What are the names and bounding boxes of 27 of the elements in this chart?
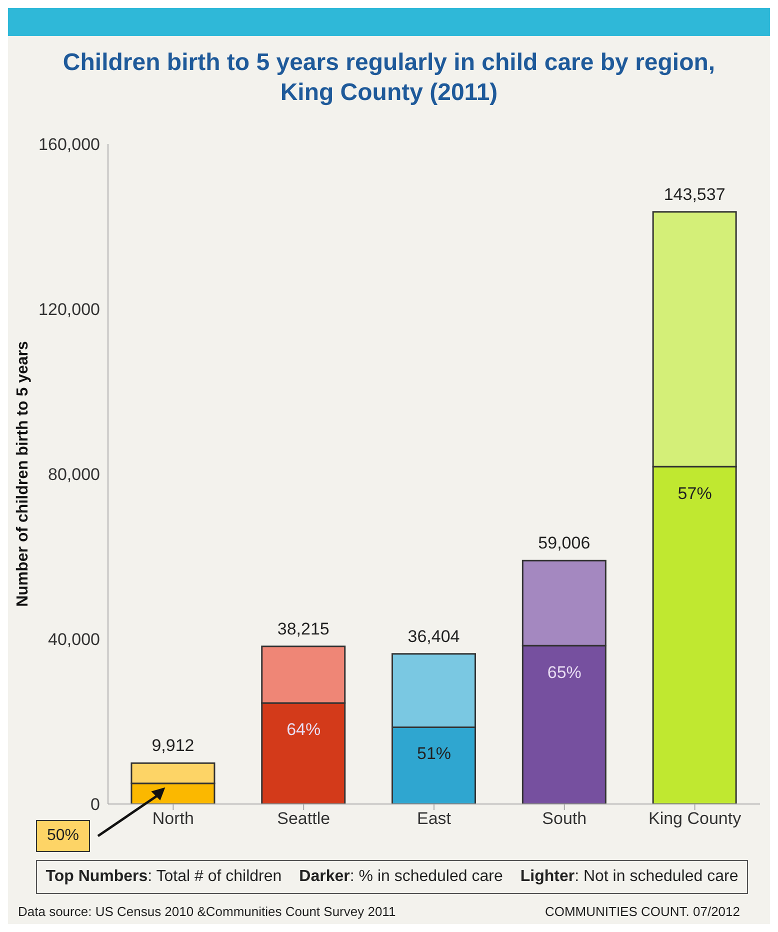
annotation: 51%: [416, 743, 452, 766]
total-label: 143,537: [664, 184, 726, 204]
y-tick-label: 120,000: [38, 300, 100, 320]
total-label: 36,404: [408, 626, 460, 646]
annotation: 57%: [676, 482, 713, 505]
y-tick-label: 160,000: [38, 135, 100, 154]
x-tick-label: East: [416, 809, 452, 828]
annotation: 65%: [546, 662, 582, 684]
total-label: 9,912: [152, 736, 194, 756]
text: Lighter: Not in scheduled care: [520, 868, 738, 885]
chart-title: Children birth to 5 years regularly in child care by region, King County (2011): [62, 48, 716, 108]
text: 50%: [36, 820, 90, 852]
y-tick-label: 40,000: [48, 630, 100, 650]
y-tick-label: 0: [90, 795, 100, 814]
x-tick-label: King County: [648, 809, 742, 828]
y-axis-title: Number of children birth to 5 years: [14, 340, 32, 607]
text: Top Numbers: Total # of children: [46, 868, 282, 885]
total-label: 59,006: [538, 534, 590, 553]
x-tick-label: North: [152, 809, 194, 828]
source-note: Data source: US Census 2010 &Communities Count Survey 2011: [18, 904, 396, 919]
x-tick-label: Seattle: [277, 809, 330, 828]
annotation: 64%: [286, 718, 322, 741]
y-tick-label: 80,000: [48, 465, 100, 484]
text: Darker: % in scheduled care: [299, 868, 503, 885]
total-label: 38,215: [277, 619, 330, 638]
text: COMMUNITIES COUNT. 07/2012: [544, 904, 740, 919]
x-tick-label: South: [542, 809, 587, 828]
